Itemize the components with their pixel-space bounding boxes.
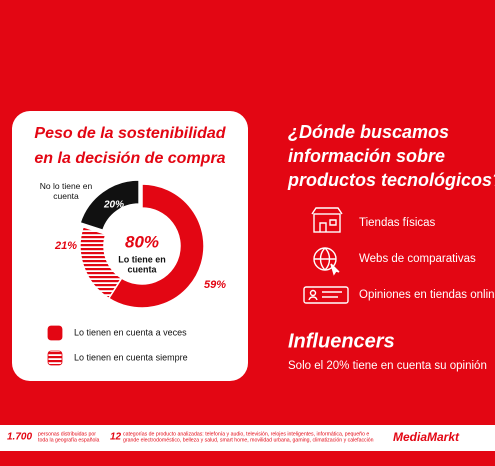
item: Webs de comparativas [359,253,476,265]
chart-title: en la decisión de compra [34,150,225,167]
item: Tiendas físicas [359,217,436,229]
category-annotation: No lo tiene en cuenta [39,181,93,201]
donut-segment [79,179,140,232]
footer-text: personas distribuidas por [38,431,96,437]
footer-band [0,425,495,451]
heading: información sobre [288,146,445,166]
category-label: No lo tiene en cuenta [39,181,93,201]
value-label: 21% [54,240,77,252]
footer-text: grande electrodoméstico, belleza y salud… [123,437,374,443]
donut-segment [107,183,205,309]
icons [303,207,349,304]
chart-title: Peso de la sostenibilidad [34,125,226,142]
logo: MediaMarkt [393,430,460,444]
influencers-text: Solo el 20% tiene en cuenta su opinión [288,360,487,372]
panel [12,111,248,381]
center-value: 80% [125,232,159,251]
legend-label: Lo tienen en cuenta siempre [74,352,188,362]
center-text: cuenta [127,264,157,274]
legend-label: Lo tienen en cuenta a veces [74,327,187,337]
legend-swatch [47,325,63,341]
donut-segment [79,225,123,300]
center-text: Lo tiene en [118,254,166,264]
footer-stat: 12 [110,432,122,443]
value-label: 20% [103,200,124,211]
legend-swatch [47,350,63,366]
heading: productos tecnológicos? [287,170,495,190]
donut-chart: Peso de la sostenibilidad en la decisión … [34,125,227,366]
item: Opiniones en tiendas online [359,289,495,301]
value-label: 59% [204,279,226,291]
heading: ¿Dónde buscamos [288,122,449,142]
influencers-title: Influencers [288,330,395,352]
footer-text: toda la geografía española [38,437,100,443]
footer-stat: 1.700 [7,432,32,443]
footer-text: categorías de producto analizadas: telef… [123,431,369,437]
right-column: ¿Dónde buscamos información sobre produc… [287,122,495,372]
